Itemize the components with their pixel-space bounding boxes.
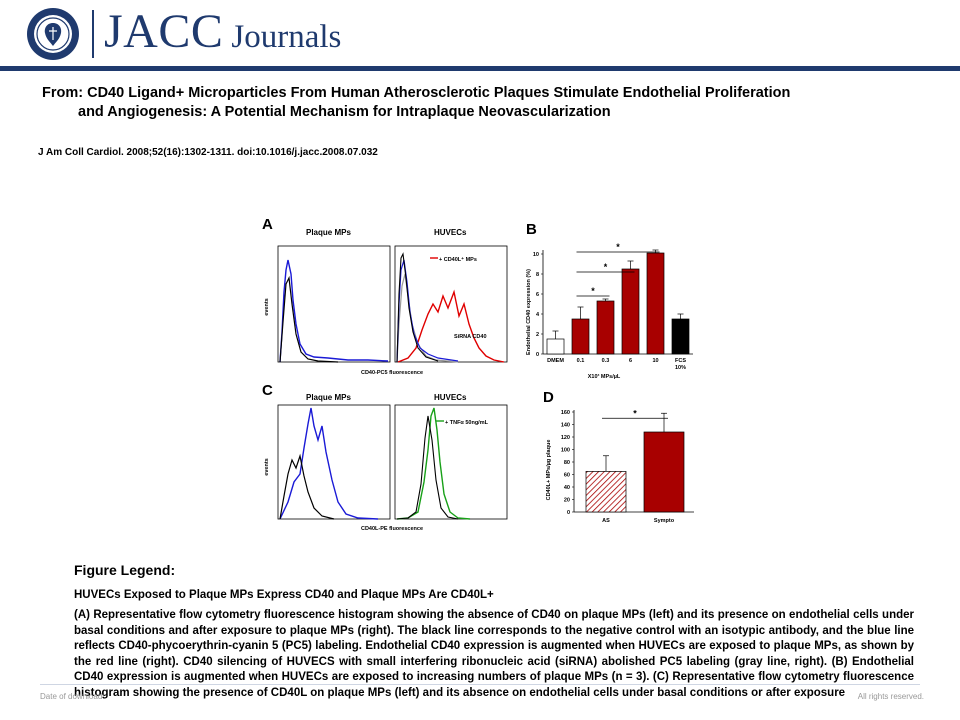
journal-header: JACC Journals xyxy=(0,0,960,71)
figure-legend-heading: Figure Legend: xyxy=(74,562,176,578)
panel-b-y-tick-label: 4 xyxy=(536,312,540,318)
panel-a-red-legend: + CD40L⁺ MPs xyxy=(439,256,477,263)
panel-b-bar xyxy=(596,300,615,355)
panel-d-bar xyxy=(585,471,627,513)
panel-b-y-label: Endothelial CD40 expression (%) xyxy=(526,269,532,355)
panel-c-right-black-curve xyxy=(396,415,459,520)
panel-c-left-title: Plaque MPs xyxy=(306,393,351,402)
panel-a-y-label: events xyxy=(264,298,270,315)
panel-a-left-frame xyxy=(277,245,391,363)
panel-d-category-label: AS xyxy=(602,518,610,524)
panel-a-letter: A xyxy=(262,216,273,233)
logo-sub: Journals xyxy=(231,19,342,55)
panel-b-bar xyxy=(546,338,565,355)
panel-d-category-label: Sympto xyxy=(654,518,675,524)
panel-d-y-tick-label: 40 xyxy=(564,485,570,491)
panel-c-right-title: HUVECs xyxy=(434,393,467,402)
panel-b-category-label: 0.1 xyxy=(577,358,585,364)
panel-b-category-label: 10 xyxy=(652,358,658,364)
panel-c-right-frame xyxy=(394,404,508,520)
panel-a-left-blue-curve xyxy=(279,259,389,363)
panel-a-right-gray-curve xyxy=(396,273,459,363)
panel-c-left-blue-curve xyxy=(279,407,379,520)
panel-b-category-label: 0.3 xyxy=(602,358,610,364)
panel-a-gray-legend: SiRNA CD40 xyxy=(454,334,487,340)
panel-b-category-label: 6 xyxy=(629,358,632,364)
panel-d-y-tick-label: 140 xyxy=(561,423,570,429)
panel-c-right-green-curve xyxy=(396,407,471,520)
citation: J Am Coll Cardiol. 2008;52(16):1302-1311… xyxy=(38,147,378,158)
panel-b-x-group-label: X10³ MPs/µL xyxy=(588,373,621,380)
panel-d-y-tick-label: 60 xyxy=(564,473,570,479)
panel-b-category-label: FCS xyxy=(675,358,686,364)
footer-rights: All rights reserved. xyxy=(857,692,924,701)
panel-c-y-label: events xyxy=(264,458,270,475)
panel-b-category-label: DMEM xyxy=(547,358,564,364)
panel-b-letter: B xyxy=(526,221,537,238)
panel-b-sig-star: * xyxy=(591,286,595,296)
panel-a-right-title: HUVECs xyxy=(434,228,467,237)
panel-b-y-tick-label: 2 xyxy=(536,332,539,338)
panel-d-sig-star: * xyxy=(633,408,637,418)
panel-a-right-frame xyxy=(394,245,508,363)
panel-d-bar xyxy=(643,431,685,513)
panel-b-y-tick-label: 0 xyxy=(536,352,539,358)
panel-b-y-tick-label: 6 xyxy=(536,292,539,298)
panel-b-y-tick-label: 8 xyxy=(536,272,539,278)
panel-b-sig-star: * xyxy=(604,262,608,272)
panel-c-x-label: CD40L-PE fluorescence xyxy=(361,526,423,532)
panel-d-y-tick-label: 80 xyxy=(564,460,570,466)
panel-b-bar xyxy=(646,252,665,355)
acc-seal-logo xyxy=(27,8,79,60)
panel-b-sig-star: * xyxy=(616,242,620,252)
logo-main: JACC xyxy=(104,5,224,58)
panel-a-right-red-curve xyxy=(397,289,505,363)
logo-divider xyxy=(92,10,94,58)
panel-d-y-tick-label: 120 xyxy=(561,435,570,441)
panel-b-bar xyxy=(621,268,640,355)
title-line-2: and Angiogenesis: A Potential Mechanism … xyxy=(78,104,611,120)
panel-a-left-black-curve xyxy=(279,275,339,363)
panel-d-letter: D xyxy=(543,389,554,406)
journal-logo: JACC Journals xyxy=(104,2,341,67)
panel-b-bar xyxy=(671,318,690,355)
figure-panels: A Plaque MPs HUVECs events CD40-PC5 fluo… xyxy=(262,216,694,532)
panel-b-bar xyxy=(571,318,590,355)
panel-c-green-legend: + TNFα 50ng/mL xyxy=(445,420,489,426)
panel-c-left-black-curve xyxy=(279,453,335,520)
title-line-1: From: CD40 Ligand+ Microparticles From H… xyxy=(42,85,791,101)
panel-c-left-frame xyxy=(277,404,391,520)
panel-a-left-title: Plaque MPs xyxy=(306,228,351,237)
article-title: From: CD40 Ligand+ Microparticles From H… xyxy=(42,84,922,122)
panel-a-right-black-curve xyxy=(396,252,439,363)
panel-b-category-label: 10% xyxy=(675,365,686,371)
panel-d-y-label: CD40L+ MPs/µg plaque xyxy=(546,440,552,501)
panel-d-y-tick-label: 20 xyxy=(564,498,570,504)
panel-b-y-tick-label: 10 xyxy=(533,252,539,258)
panel-a-x-label: CD40-PC5 fluorescence xyxy=(361,370,423,376)
figure-legend-body: (A) Representative flow cytometry fluore… xyxy=(74,609,914,699)
panel-d-y-tick-label: 0 xyxy=(567,510,570,516)
footer-download-date: Date of download: xyxy=(40,692,105,701)
panel-d-chart: 0 20 40 60 80 100 120 140 160 AS Sympto * xyxy=(561,408,694,524)
figure-legend-subtitle: HUVECs Exposed to Plaque MPs Express CD4… xyxy=(74,589,494,601)
panel-d-y-tick-label: 160 xyxy=(561,410,570,416)
header-rule xyxy=(0,66,960,71)
panel-c-letter: C xyxy=(262,382,273,399)
footer-rule xyxy=(40,684,920,685)
panel-d-y-tick-label: 100 xyxy=(561,448,570,454)
